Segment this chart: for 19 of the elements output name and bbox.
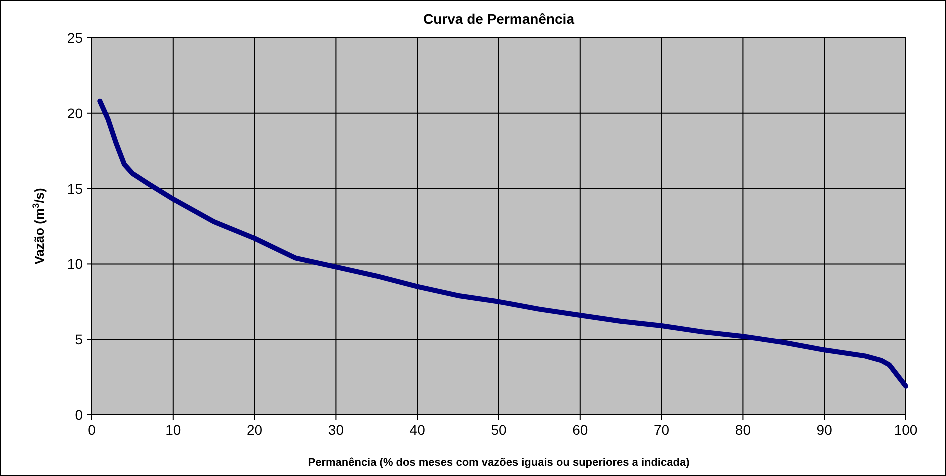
x-tick-label: 30: [328, 422, 344, 438]
y-tick-label: 10: [67, 256, 84, 272]
x-tick-label: 40: [410, 422, 426, 438]
chart-title: Curva de Permanência: [424, 11, 575, 27]
x-tick-label: 60: [572, 422, 588, 438]
x-tick-label: 70: [654, 422, 670, 438]
y-tick-label: 15: [67, 180, 84, 197]
x-axis-title: Permanência (% dos meses com vazões iguais ou superiores a indicada): [308, 457, 690, 469]
x-tick-label: 90: [816, 422, 833, 438]
y-tick-label: 20: [67, 105, 84, 122]
x-tick-label: 80: [735, 422, 752, 438]
y-tick-label: 25: [67, 30, 84, 46]
x-tick-label: 20: [247, 422, 263, 438]
x-tick-label: 50: [491, 422, 507, 438]
x-tick-label: 100: [894, 422, 918, 438]
x-tick-label: 10: [166, 422, 182, 438]
x-tick-label: 0: [88, 422, 96, 438]
y-tick-label: 5: [75, 332, 84, 348]
y-tick-label: 0: [75, 407, 84, 423]
